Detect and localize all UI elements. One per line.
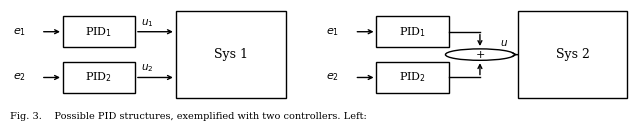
Text: PID$_1$: PID$_1$ bbox=[85, 25, 113, 39]
Text: PID$_1$: PID$_1$ bbox=[399, 25, 426, 39]
Bar bbox=[63, 62, 135, 93]
Text: $u$: $u$ bbox=[500, 38, 508, 48]
Text: PID$_2$: PID$_2$ bbox=[85, 71, 113, 84]
Text: PID$_2$: PID$_2$ bbox=[399, 71, 426, 84]
Text: $e_2$: $e_2$ bbox=[13, 72, 26, 83]
Bar bbox=[376, 16, 449, 47]
Text: $e_1$: $e_1$ bbox=[326, 26, 339, 38]
Bar bbox=[176, 11, 285, 98]
Text: Sys 2: Sys 2 bbox=[556, 48, 589, 61]
Text: $u_1$: $u_1$ bbox=[141, 17, 154, 29]
Text: $e_1$: $e_1$ bbox=[13, 26, 26, 38]
Text: Sys 1: Sys 1 bbox=[214, 48, 248, 61]
Text: $+$: $+$ bbox=[475, 49, 485, 60]
Text: $e_2$: $e_2$ bbox=[326, 72, 339, 83]
Ellipse shape bbox=[445, 49, 515, 60]
Text: $u_2$: $u_2$ bbox=[141, 63, 154, 74]
Bar bbox=[376, 62, 449, 93]
Text: Fig. 3.    Possible PID structures, exemplified with two controllers. Left:: Fig. 3. Possible PID structures, exempli… bbox=[10, 112, 366, 121]
Bar bbox=[518, 11, 627, 98]
Bar bbox=[63, 16, 135, 47]
